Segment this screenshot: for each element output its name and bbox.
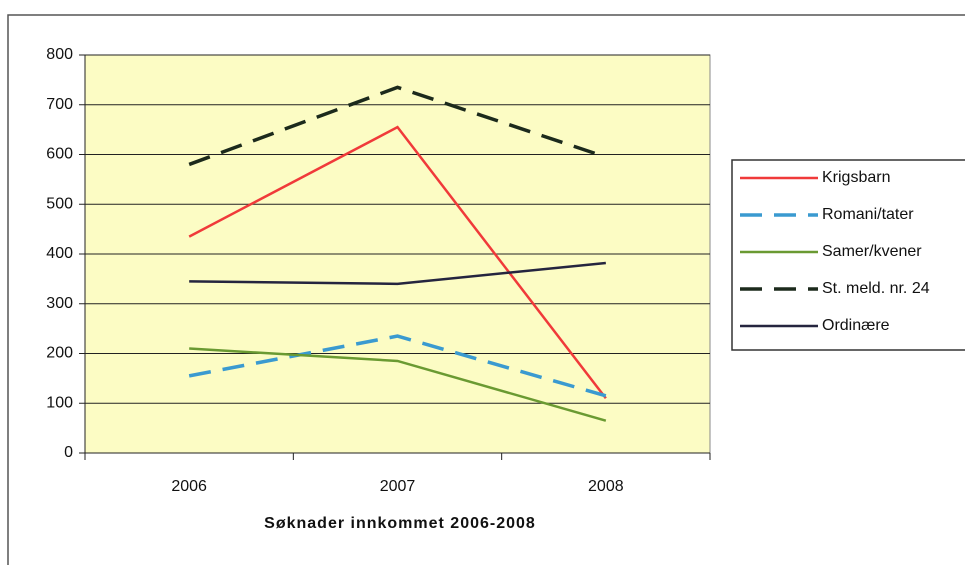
x-tick-label: 2007: [380, 478, 416, 495]
line-series: [189, 347, 607, 422]
y-tick-label: 600: [46, 146, 73, 163]
y-tick-label: 100: [46, 394, 73, 411]
legend: [731, 159, 965, 351]
y-tick-label: 800: [46, 46, 73, 63]
y-tick-label: 400: [46, 245, 73, 262]
legend-label: Samer/kvener: [822, 243, 922, 260]
line-series: [188, 125, 607, 400]
chart-title: Søknader innkommet 2006-2008: [264, 515, 536, 532]
x-tick-label: 2006: [171, 478, 207, 495]
legend-label: Ordinære: [822, 317, 890, 334]
x-tick-label: 2008: [588, 478, 624, 495]
line-series: [188, 85, 607, 167]
y-tick-label: 300: [46, 295, 73, 312]
legend-label: Krigsbarn: [822, 169, 890, 186]
legend-label: Romani/tater: [822, 206, 914, 223]
line-series: [188, 334, 607, 398]
line-series: [189, 261, 606, 286]
legend-label: St. meld. nr. 24: [822, 280, 930, 297]
y-tick-label: 200: [46, 345, 73, 362]
y-tick-label: 700: [46, 96, 73, 113]
y-tick-label: 0: [64, 444, 73, 461]
y-tick-label: 500: [46, 195, 73, 212]
